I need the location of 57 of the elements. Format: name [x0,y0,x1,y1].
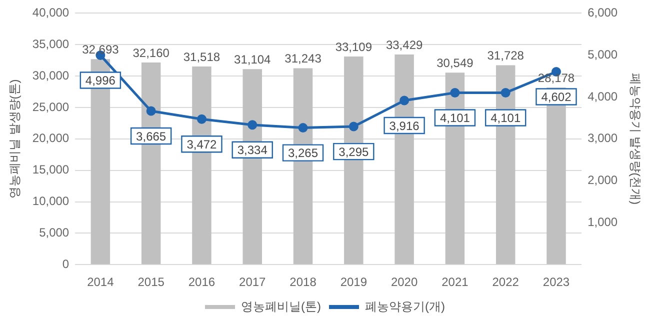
x-tick-label: 2017 [239,275,266,290]
y2-tick-label: 4,000 [588,89,618,104]
data-label: 31,728 [487,48,524,62]
y-tick-label: 0 [62,256,70,271]
data-label: 4,602 [541,90,572,104]
data-label: 4,101 [440,111,470,126]
y2-axis-title: 폐농약용기 발생량(천개) [628,73,642,205]
y2-tick-label: 5,000 [588,47,618,62]
y-tick-label: 10,000 [32,194,70,208]
x-tick-label: 2022 [492,275,520,290]
point [348,122,358,132]
point [500,88,510,98]
data-label: 4,101 [490,111,521,126]
point [450,88,460,98]
x-tick-label: 2014 [87,275,114,290]
data-label: 3,665 [136,129,166,144]
data-label: 3,916 [389,118,420,133]
data-label: 3,265 [288,146,318,160]
data-label: 31,104 [234,52,272,66]
y-tick-label: 25,000 [32,100,70,114]
x-tick-label: 2023 [542,275,570,290]
point [196,114,206,124]
point [146,106,156,116]
x-tick-label: 2020 [390,275,418,290]
y-tick-label: 20,000 [32,131,70,146]
point [400,96,410,106]
x-tick-label: 2021 [442,275,469,290]
data-label: 30,549 [436,56,474,70]
data-label: 3,295 [338,144,369,159]
point [298,123,308,133]
y-tick-label: 35,000 [32,36,70,51]
y2-tick-label: 6,000 [588,6,618,20]
y-tick-label: 5,000 [39,225,70,240]
data-label: 32,160 [132,46,170,60]
y-tick-label: 30,000 [32,68,70,82]
data-label: 33,109 [335,40,372,54]
data-label: 31,518 [183,50,220,64]
x-tick-label: 2018 [290,275,317,290]
data-label: 31,243 [284,52,322,66]
legend-label: 영농폐비닐(톤) [241,299,322,314]
y2-tick-label: 3,000 [588,131,618,146]
legend-label: 폐농약용기(개) [365,299,445,314]
data-label: 3,334 [237,143,268,158]
data-label: 3,472 [186,137,218,152]
x-tick-label: 2015 [138,275,165,290]
data-label: 32,693 [82,42,120,56]
data-label: 33,429 [386,38,423,52]
data-label: 4,996 [85,74,116,88]
y2-tick-label: 1,000 [588,215,618,230]
y-tick-label: 15,000 [32,162,70,177]
y-axis-title: 영농폐비닐 발생량(톤) [8,79,22,199]
data-label: 28,178 [538,70,575,85]
y-tick-label: 40,000 [32,6,70,20]
x-tick-label: 2016 [188,275,216,290]
x-tick-label: 2019 [340,275,368,290]
point [248,120,258,130]
y2-tick-label: 2,000 [588,173,618,188]
